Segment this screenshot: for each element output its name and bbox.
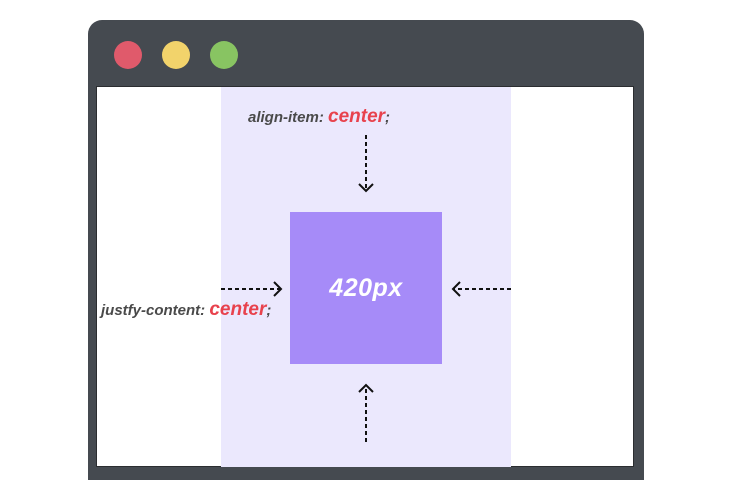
align-terminator: ; [385, 109, 391, 126]
justify-content-label: justfy-content: center; [101, 299, 271, 321]
arrow-right-icon [221, 281, 283, 297]
arrow-up-icon [358, 383, 374, 442]
align-property: align-item: [248, 109, 329, 126]
justify-property: justfy-content: [101, 302, 210, 319]
justify-terminator: ; [266, 302, 272, 319]
zoom-dot-icon[interactable] [210, 41, 238, 69]
arrow-left-icon [451, 281, 511, 297]
align-items-label: align-item: center; [248, 106, 390, 128]
minimize-dot-icon[interactable] [162, 41, 190, 69]
arrow-down-icon [358, 135, 374, 193]
justify-value: center [209, 299, 267, 320]
align-value: center [328, 106, 386, 127]
box-size-label: 420px [329, 273, 403, 302]
centered-box: 420px [290, 212, 442, 364]
close-dot-icon[interactable] [114, 41, 142, 69]
